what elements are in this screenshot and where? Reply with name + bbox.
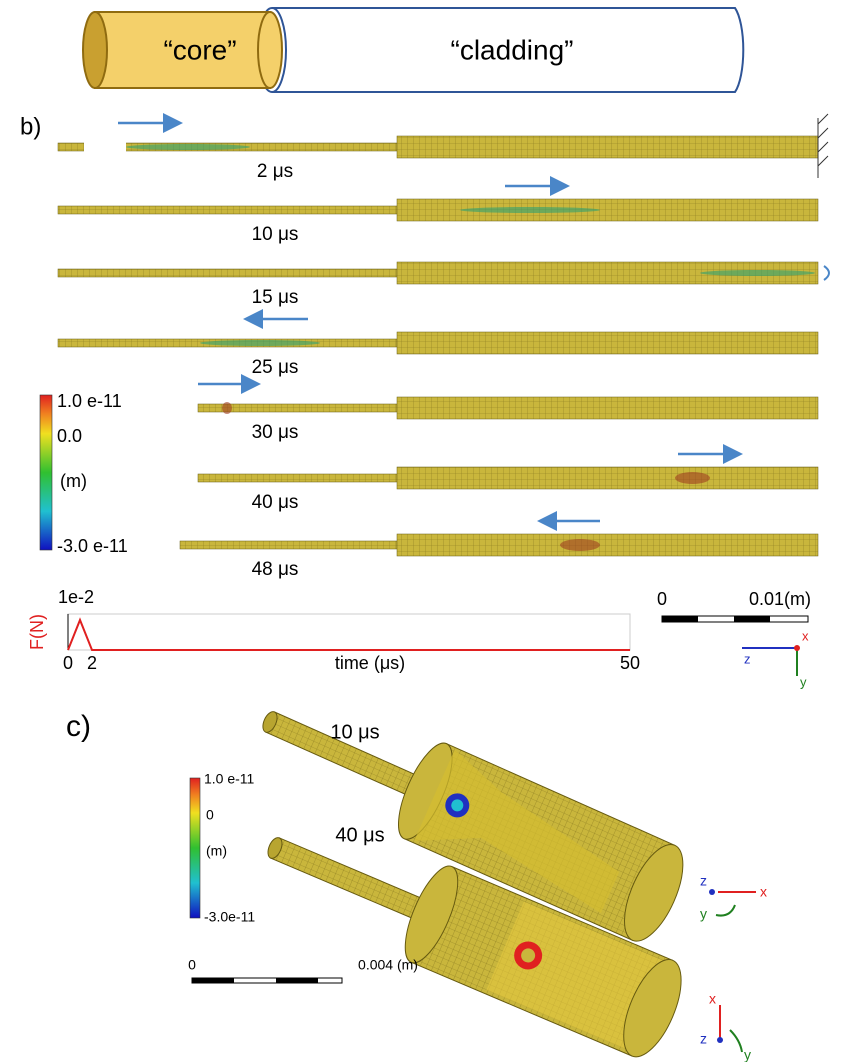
legend-label: 0 bbox=[206, 807, 214, 823]
x-tick-label: 0 bbox=[63, 653, 73, 673]
thick-rod bbox=[397, 467, 818, 489]
legend: 1.0 e-11 0 (m) -3.0e-11 bbox=[190, 771, 255, 925]
legend-label: -3.0e-11 bbox=[204, 909, 255, 925]
axis-triad: z x y bbox=[742, 628, 809, 689]
fixed-support bbox=[818, 114, 828, 178]
y-axis-label: F(N) bbox=[27, 614, 47, 650]
x-end-label: 50 bbox=[620, 653, 640, 673]
legend-label: 1.0 e-11 bbox=[204, 771, 255, 787]
time-label: 10 μs bbox=[252, 224, 299, 245]
time-label: 40 μs bbox=[335, 824, 384, 846]
x-axis-label: time (μs) bbox=[335, 653, 405, 673]
gap bbox=[84, 140, 126, 154]
x-tick-label: 2 bbox=[87, 653, 97, 673]
scale-label: 0 bbox=[188, 957, 196, 973]
reflect-arrow bbox=[824, 266, 829, 280]
time-label: 2 μs bbox=[257, 161, 293, 182]
figure: “core” “cladding” b) 2 μs 10 μs 15 μs 25 μs… bbox=[0, 0, 851, 1062]
axis-label: z bbox=[744, 651, 751, 666]
axis-label: y bbox=[700, 906, 707, 922]
time-label: 25 μs bbox=[252, 357, 299, 378]
scale-bar: 0 0.01(m) bbox=[657, 589, 811, 622]
y-max-label: 1e-2 bbox=[58, 587, 94, 607]
legend: 1.0 e-11 0.0 (m) -3.0 e-11 bbox=[40, 391, 128, 556]
thin-rod bbox=[180, 541, 397, 549]
cylinder-diagram: “core” “cladding” bbox=[83, 8, 743, 92]
wave-highlight bbox=[675, 472, 710, 484]
thick-rod bbox=[397, 534, 818, 556]
axis-label: z bbox=[700, 1031, 707, 1047]
force-plot: 1e-2 F(N) 0 2 time (μs) 50 bbox=[27, 587, 640, 673]
scale-bar: 0 0.004 (m) bbox=[188, 957, 418, 983]
thin-rod bbox=[198, 474, 397, 482]
time-label: 10 μs bbox=[330, 721, 379, 743]
wave-highlight bbox=[126, 144, 250, 150]
time-label: 15 μs bbox=[252, 287, 299, 308]
thick-rod bbox=[397, 332, 818, 354]
thin-rod bbox=[58, 206, 397, 214]
wave-highlight bbox=[560, 539, 600, 551]
axis-triad: z x y x z y bbox=[700, 873, 767, 1062]
wave-highlight bbox=[222, 402, 232, 414]
frames: 2 μs 10 μs 15 μs 25 μs 30 μs 40 μs 48 μs bbox=[58, 114, 829, 580]
axis-label: y bbox=[744, 1047, 751, 1062]
panel-label: b) bbox=[20, 113, 41, 140]
legend-label: -3.0 e-11 bbox=[57, 536, 128, 556]
time-label: 48 μs bbox=[252, 559, 299, 580]
wave-highlight bbox=[700, 270, 815, 276]
axis-label: x bbox=[802, 628, 809, 643]
thick-rod bbox=[397, 136, 818, 158]
wave-highlight bbox=[460, 207, 600, 213]
scale-label: 0 bbox=[657, 589, 667, 609]
core-label: “core” bbox=[163, 34, 236, 65]
thin-rod bbox=[58, 269, 397, 277]
wave-highlight bbox=[200, 340, 320, 346]
axis-label: y bbox=[800, 674, 807, 689]
panel-label: c) bbox=[66, 710, 91, 743]
time-label: 30 μs bbox=[252, 422, 299, 443]
time-label: 40 μs bbox=[252, 492, 299, 513]
legend-label: 1.0 e-11 bbox=[57, 391, 122, 411]
scale-label: 0.01(m) bbox=[749, 589, 811, 609]
legend-label: 0.0 bbox=[57, 426, 82, 446]
legend-label: (m) bbox=[60, 471, 87, 491]
axis-label: x bbox=[709, 991, 716, 1007]
thick-rod bbox=[397, 397, 818, 419]
scale-label: 0.004 (m) bbox=[358, 957, 418, 973]
cladding-label: “cladding” bbox=[451, 34, 574, 65]
axis-label: x bbox=[760, 884, 767, 900]
axis-label: z bbox=[700, 873, 707, 889]
legend-label: (m) bbox=[206, 843, 227, 859]
